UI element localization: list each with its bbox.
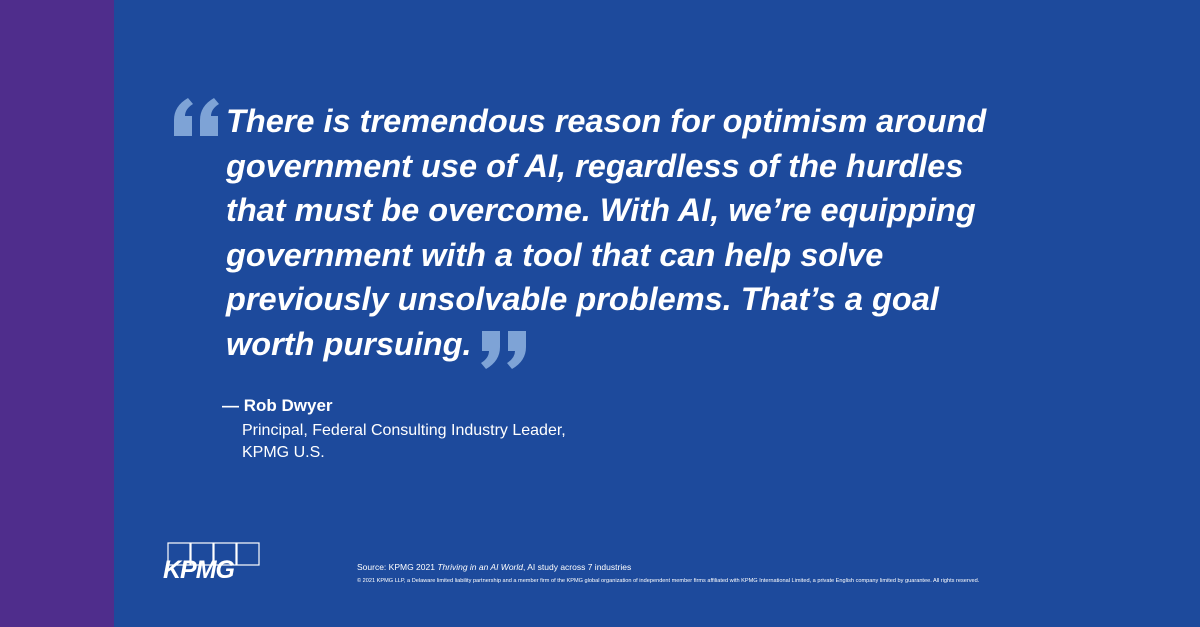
quote-text: that must be overcome. With AI, we’re eq… [226,192,976,229]
quote-line: government use of AI, regardless of the … [226,146,963,186]
logo-text: KPMG [163,556,235,584]
quote-text: previously unsolvable problems. That’s a… [226,281,939,318]
quote-line: worth pursuing. [226,324,532,369]
quote-line: previously unsolvable problems. That’s a… [226,279,939,319]
copyright: © 2021 KPMG LLP, a Delaware limited liab… [357,578,980,584]
side-stripe [0,0,114,627]
quote-line: that must be overcome. With AI, we’re eq… [226,190,976,230]
close-quote-mark [480,331,526,369]
source-title: Thriving in an AI World [437,562,523,572]
source-prefix: Source: KPMG 2021 [357,562,438,572]
attribution-role: KPMG U.S. [242,444,325,461]
quote-text: government use of AI, regardless of the … [226,147,964,184]
source: Source: KPMG 2021 Thriving in an AI Worl… [357,562,631,572]
quote-text: There is tremendous reason for optimism … [226,103,987,139]
logo-boxes [167,542,260,566]
quote-line: government with a tool that can help sol… [226,235,883,275]
open-quote-mark [174,98,219,136]
quote-text: government with a tool that can help sol… [226,236,884,273]
attribution-role: Principal, Federal Consulting Industry L… [242,422,566,439]
quote-text: worth pursuing. [226,326,472,362]
attribution-name: — Rob Dwyer [222,396,333,415]
source-suffix: , AI study across 7 industries [523,562,632,572]
quote-line: There is tremendous reason for optimism … [226,101,986,141]
